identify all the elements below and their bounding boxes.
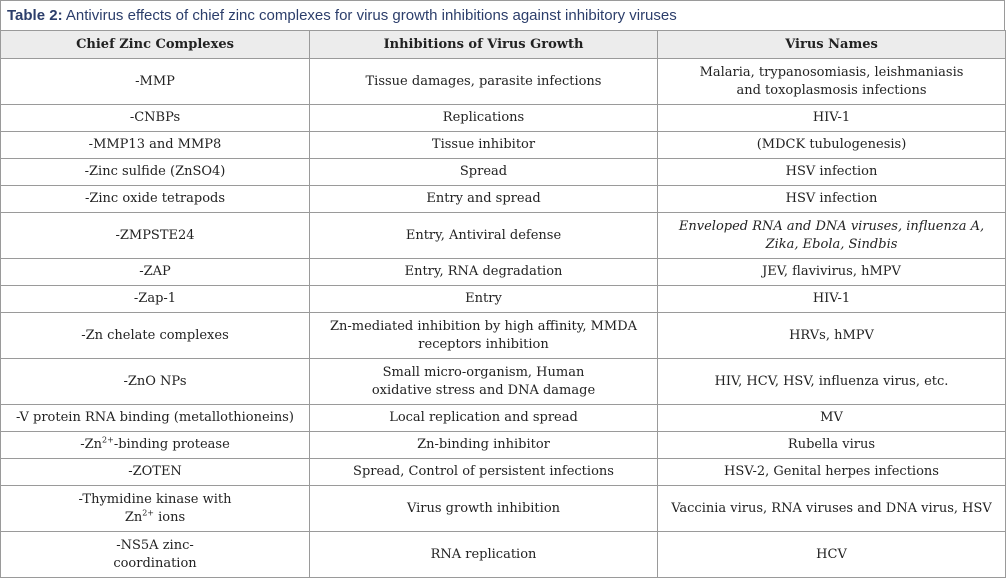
complex-prefix: -Zn — [80, 437, 103, 452]
table-row: -MMP13 and MMP8 Tissue inhibitor (MDCK t… — [0, 131, 1006, 159]
inhibition-cell: Replications — [309, 104, 658, 132]
complex-cell: -ZAP — [0, 258, 310, 286]
table-row: -CNBPs Replications HIV-1 — [0, 104, 1006, 132]
complex-suffix: -binding protease — [113, 437, 230, 452]
complex-cell: -ZMPSTE24 — [0, 212, 310, 259]
virus-cell: HIV-1 — [657, 104, 1006, 132]
virus-cell: HIV-1 — [657, 285, 1006, 313]
caption-label: Table 2: — [7, 7, 63, 24]
inhibition-cell: Entry — [309, 285, 658, 313]
virus-cell: HRVs, hMPV — [657, 312, 1006, 359]
complex-cell: -Zinc oxide tetrapods — [0, 185, 310, 213]
virus-cell: Rubella virus — [657, 431, 1006, 459]
header-virus-names: Virus Names — [657, 30, 1006, 59]
virus-cell: MV — [657, 404, 1006, 432]
table-row: -Zinc sulfide (ZnSO4) Spread HSV infecti… — [0, 158, 1006, 186]
complex-cell: -Thymidine kinase with Zn2+ ions — [0, 485, 310, 532]
virus-cell: JEV, flavivirus, hMPV — [657, 258, 1006, 286]
table-row: -ZMPSTE24 Entry, Antiviral defense Envel… — [0, 212, 1006, 259]
complex-line-2-prefix: Zn — [124, 509, 143, 525]
inhibition-cell: Entry, Antiviral defense — [309, 212, 658, 259]
table-row: -ZOTEN Spread, Control of persistent inf… — [0, 458, 1006, 486]
inhibition-cell: Virus growth inhibition — [309, 485, 658, 532]
virus-cell: HSV infection — [657, 158, 1006, 186]
complex-cell: -MMP13 and MMP8 — [0, 131, 310, 159]
header-inhibitions: Inhibitions of Virus Growth — [309, 30, 658, 59]
table-row: -Thymidine kinase with Zn2+ ions Virus gr… — [0, 485, 1006, 532]
inhibition-cell: Zn-binding inhibitor — [309, 431, 658, 459]
complex-superscript: 2+ — [102, 435, 114, 445]
complex-line-1: -NS5A zinc- — [116, 537, 194, 553]
table-row: -Zap-1 Entry HIV-1 — [0, 285, 1006, 313]
complex-cell: -Zap-1 — [0, 285, 310, 313]
virus-cell: HIV, HCV, HSV, influenza virus, etc. — [657, 358, 1006, 405]
inhibition-cell: RNA replication — [309, 531, 658, 578]
virus-cell: (MDCK tubulogenesis) — [657, 131, 1006, 159]
complex-line-1: -Thymidine kinase with — [78, 491, 232, 507]
complex-line-2-suffix: ions — [154, 509, 186, 525]
complex-superscript: 2+ — [142, 508, 155, 518]
table-row: -V protein RNA binding (metallothioneins… — [0, 404, 1006, 432]
table-row: -Zinc oxide tetrapods Entry and spread H… — [0, 185, 1006, 213]
virus-cell: Vaccinia virus, RNA viruses and DNA viru… — [657, 485, 1006, 532]
zinc-complexes-table: Chief Zinc Complexes Inhibitions of Viru… — [0, 30, 1006, 578]
inhibition-cell: Tissue inhibitor — [309, 131, 658, 159]
header-chief-zinc-complexes: Chief Zinc Complexes — [0, 30, 310, 59]
complex-cell: -V protein RNA binding (metallothioneins… — [0, 404, 310, 432]
table-row: -Zn chelate complexes Zn-mediated inhibi… — [0, 312, 1006, 359]
table-row: -ZnO NPs Small micro-organism, Human oxid… — [0, 358, 1006, 405]
caption-text: Antivirus effects of chief zinc complexe… — [62, 7, 677, 24]
table-row: -ZAP Entry, RNA degradation JEV, flavivi… — [0, 258, 1006, 286]
table-caption: Table 2: Antivirus effects of chief zinc… — [0, 0, 1005, 30]
virus-cell: HSV-2, Genital herpes infections — [657, 458, 1006, 486]
inhibition-cell: Entry, RNA degradation — [309, 258, 658, 286]
inhibition-cell: Tissue damages, parasite infections — [309, 58, 658, 105]
complex-cell: -ZnO NPs — [0, 358, 310, 405]
inhibition-cell: Small micro-organism, Human oxidative str… — [309, 358, 658, 405]
inhibition-line-2: oxidative stress and DNA damage — [371, 382, 596, 398]
complex-line-2: coordination — [113, 555, 197, 571]
inhibition-cell: Zn-mediated inhibition by high affinity,… — [309, 312, 658, 359]
inhibition-cell: Spread, Control of persistent infections — [309, 458, 658, 486]
table-row: -Zn2+-binding protease Zn-binding inhibi… — [0, 431, 1006, 459]
virus-cell: Malaria, trypanosomiasis, leishmaniasis … — [657, 58, 1006, 105]
inhibition-cell: Entry and spread — [309, 185, 658, 213]
virus-cell: HCV — [657, 531, 1006, 578]
complex-cell: -NS5A zinc-coordination — [0, 531, 310, 578]
virus-cell: Enveloped RNA and DNA viruses, influenza… — [657, 212, 1006, 259]
table-row: -NS5A zinc-coordination RNA replication … — [0, 531, 1006, 578]
complex-cell: -Zn chelate complexes — [0, 312, 310, 359]
inhibition-line-1: Small micro-organism, Human — [382, 364, 585, 380]
inhibition-cell: Spread — [309, 158, 658, 186]
table-row: -MMP Tissue damages, parasite infections… — [0, 58, 1006, 105]
complex-cell: -Zinc sulfide (ZnSO4) — [0, 158, 310, 186]
complex-cell: -ZOTEN — [0, 458, 310, 486]
complex-cell: -Zn2+-binding protease — [0, 431, 310, 459]
complex-cell: -CNBPs — [0, 104, 310, 132]
table-header-row: Chief Zinc Complexes Inhibitions of Viru… — [0, 30, 1006, 59]
complex-cell: -MMP — [0, 58, 310, 105]
inhibition-cell: Local replication and spread — [309, 404, 658, 432]
virus-cell: HSV infection — [657, 185, 1006, 213]
